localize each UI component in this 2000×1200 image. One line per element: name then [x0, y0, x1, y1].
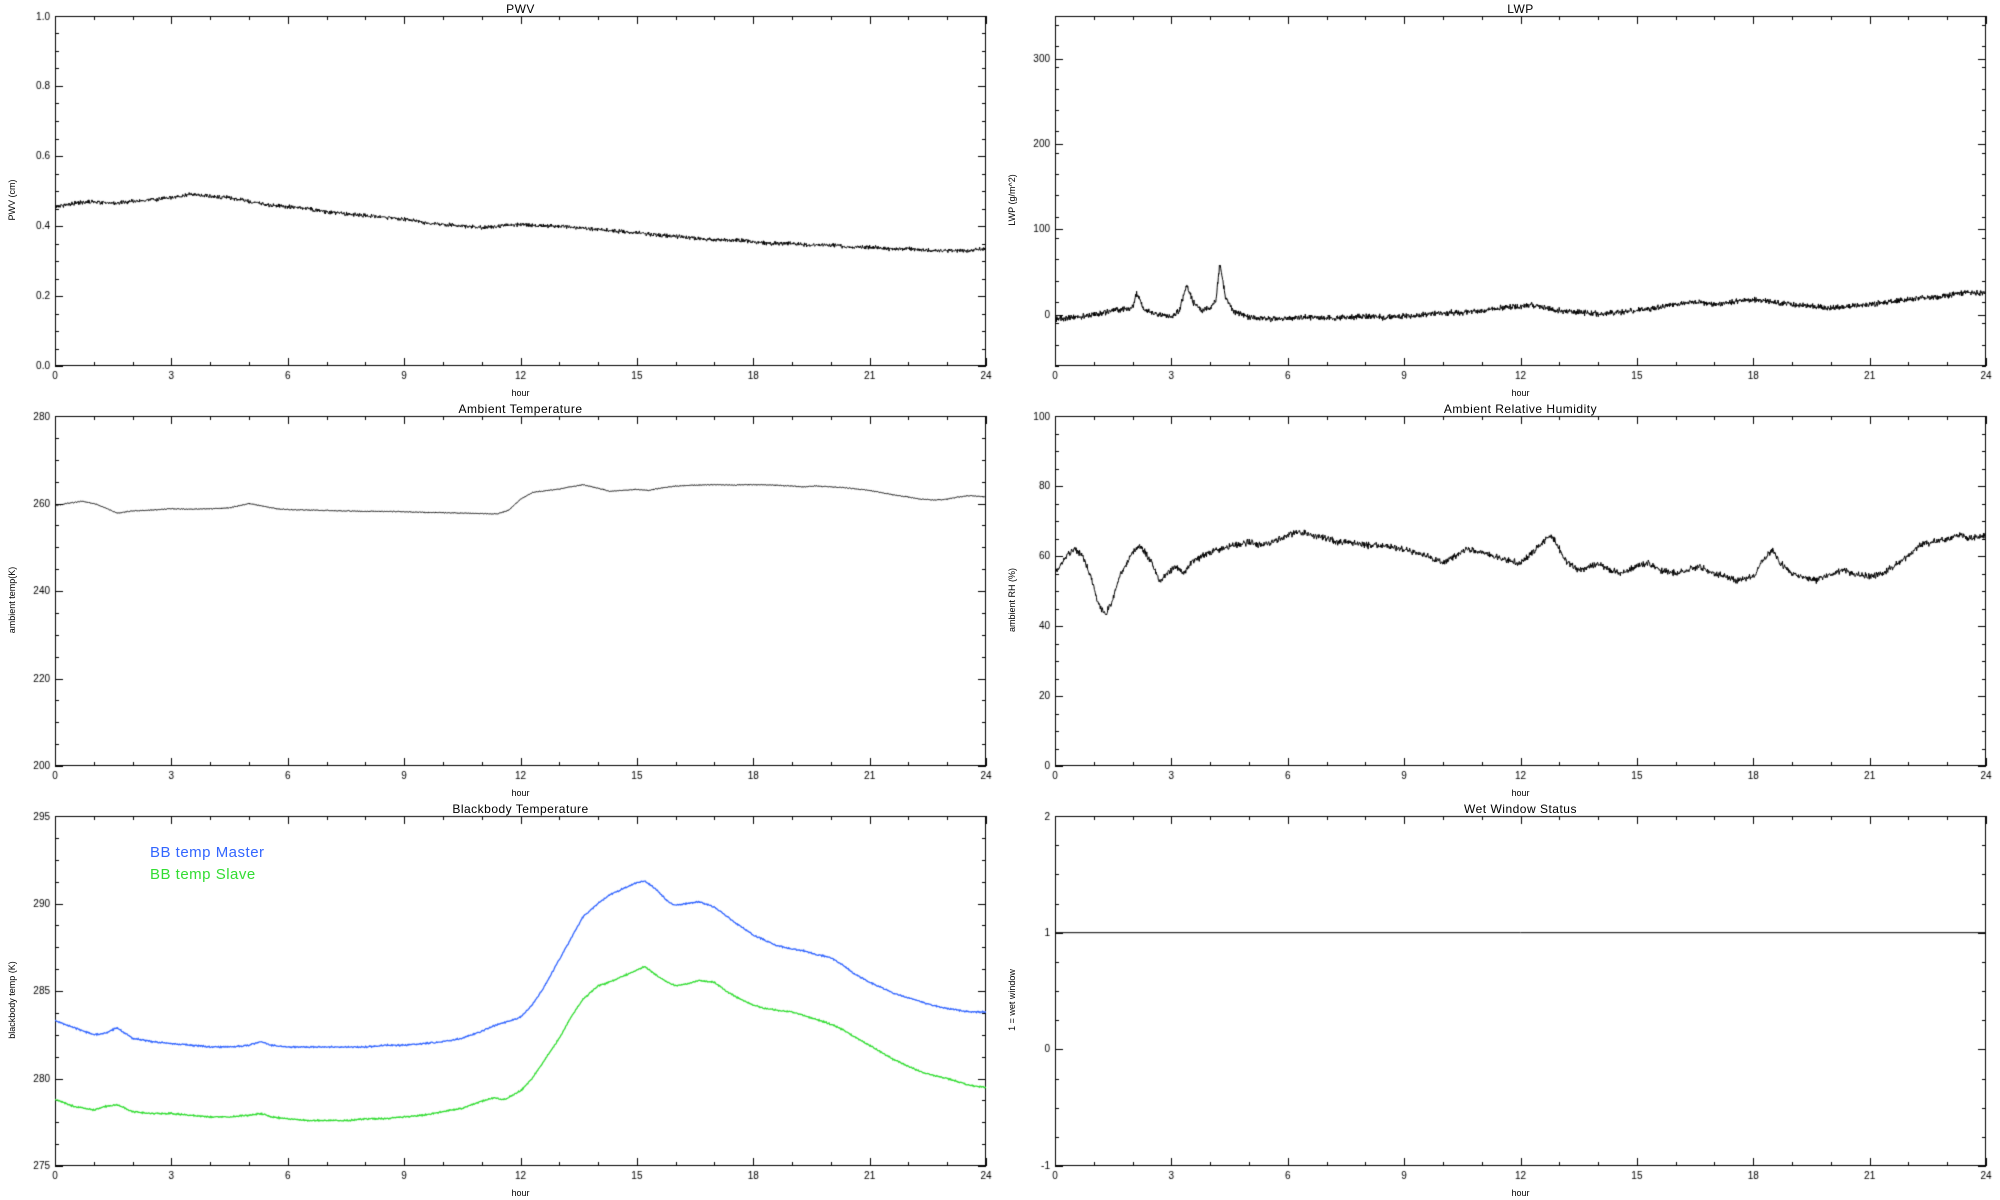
ambient-humidity-y-axis-label: ambient RH (%) [1007, 567, 1017, 633]
blackbody-legend: BB temp Master BB temp Slave [150, 842, 265, 886]
pwv-chart-title: PWV [506, 2, 535, 16]
ambient-humidity-chart-canvas [1000, 400, 2000, 800]
blackbody-temperature-panel: Blackbody Temperature blackbody temp (K)… [0, 800, 1000, 1200]
ambient-temperature-chart-title: Ambient Temperature [458, 402, 583, 416]
wet-window-y-axis-label: 1 = wet window [1007, 969, 1017, 1031]
pwv-x-axis-label: hour [511, 388, 530, 398]
lwp-y-axis-label: LWP (g/m^2) [1007, 174, 1017, 226]
lwp-panel: LWP LWP (g/m^2) hour [1000, 0, 2000, 400]
ambient-temperature-y-axis-label: ambient temp(K) [7, 566, 17, 634]
ambient-temperature-panel: Ambient Temperature ambient temp(K) hour [0, 400, 1000, 800]
ambient-temperature-x-axis-label: hour [511, 788, 530, 798]
blackbody-temperature-y-axis-label: blackbody temp (K) [7, 961, 17, 1039]
ambient-humidity-chart-title: Ambient Relative Humidity [1443, 402, 1598, 416]
lwp-chart-title: LWP [1507, 2, 1534, 16]
legend-item-bb-slave: BB temp Slave [150, 866, 256, 883]
wet-window-panel: Wet Window Status 1 = wet window hour [1000, 800, 2000, 1200]
lwp-chart-canvas [1000, 0, 2000, 400]
pwv-panel: PWV PWV (cm) hour [0, 0, 1000, 400]
wet-window-x-axis-label: hour [1511, 1188, 1530, 1198]
ambient-humidity-x-axis-label: hour [1511, 788, 1530, 798]
legend-item-bb-master: BB temp Master [150, 844, 265, 861]
blackbody-temperature-x-axis-label: hour [511, 1188, 530, 1198]
blackbody-temperature-chart-title: Blackbody Temperature [452, 802, 589, 816]
lwp-x-axis-label: hour [1511, 388, 1530, 398]
wet-window-chart-canvas [1000, 800, 2000, 1200]
ambient-humidity-panel: Ambient Relative Humidity ambient RH (%)… [1000, 400, 2000, 800]
pwv-chart-canvas [0, 0, 1000, 400]
ambient-temperature-chart-canvas [0, 400, 1000, 800]
wet-window-chart-title: Wet Window Status [1464, 802, 1577, 816]
pwv-y-axis-label: PWV (cm) [7, 179, 17, 221]
blackbody-temperature-chart-canvas [0, 800, 1000, 1200]
